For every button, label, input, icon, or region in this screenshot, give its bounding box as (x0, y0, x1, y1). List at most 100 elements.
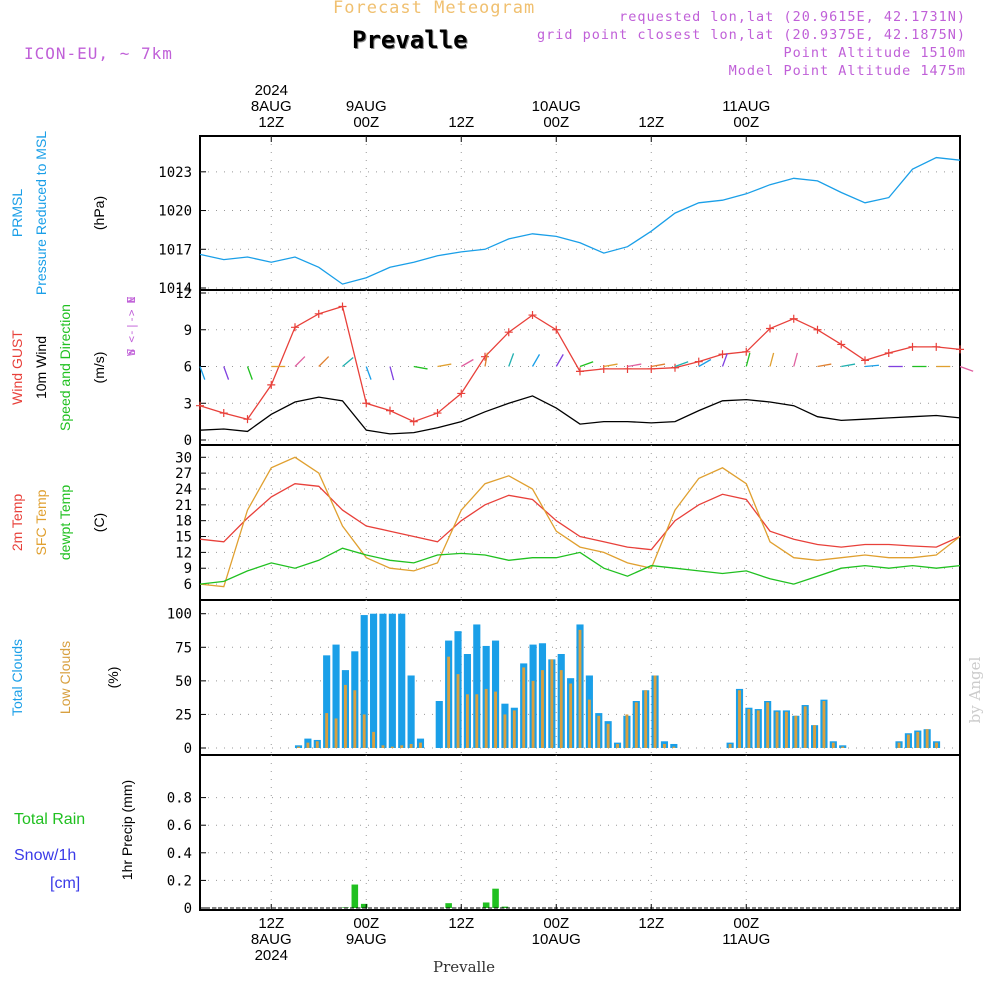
point-altitude: Point Altitude 1510m (783, 45, 966, 61)
low-cloud-bar (409, 743, 413, 748)
ytick-label-temperature: 27 (175, 466, 192, 482)
low-cloud-bar (334, 718, 338, 748)
low-cloud-bar (925, 729, 929, 748)
ytick-label-pressure: 1023 (158, 165, 192, 181)
low-cloud-bar (362, 714, 366, 748)
ytick-label-temperature: 24 (175, 482, 192, 498)
wind-arrow (531, 354, 541, 367)
low-cloud-bar (503, 714, 507, 748)
low-cloud-bar (747, 709, 751, 748)
top-time-label: 2024 (255, 82, 288, 99)
wind-arrow (793, 352, 799, 367)
low-cloud-bar (916, 731, 920, 748)
low-cloud-bar (297, 746, 300, 748)
gust-point (766, 324, 774, 333)
low-cloud-bar (578, 629, 582, 748)
gust-point (576, 367, 584, 376)
low-cloud-bar (475, 694, 479, 748)
ytick-label-precip: 0.2 (167, 873, 192, 889)
gust-point (552, 325, 561, 334)
wind-arrow (460, 358, 474, 368)
low-cloud-bar (541, 670, 544, 748)
legend-snow-unit: [cm] (50, 875, 80, 892)
low-cloud-bar (344, 684, 347, 748)
rain-bar (360, 903, 368, 908)
total-cloud-bar (379, 613, 387, 748)
ytick-label-temperature: 18 (175, 514, 192, 530)
top-time-label: 00Z (733, 114, 759, 131)
low-cloud-bar (672, 746, 676, 748)
series-line-temperature-1 (199, 456, 961, 588)
bottom-time-label: 12Z (258, 915, 284, 932)
low-cloud-bar (494, 691, 497, 748)
gust-point (813, 325, 822, 334)
total-cloud-bar (407, 675, 415, 748)
panel-frame-temperature (199, 444, 961, 601)
series-line-pressure-0 (199, 156, 961, 285)
total-cloud-bar (473, 624, 481, 748)
ylabel-clouds-0: Total Clouds (9, 639, 25, 716)
gust-point (884, 349, 893, 358)
ylabel-wind-1: 10m Wind (33, 336, 49, 399)
total-cloud-bar (370, 613, 378, 748)
ytick-label-clouds: 100 (167, 607, 192, 623)
wind-arrow (651, 363, 666, 368)
wind-arrow (199, 366, 206, 380)
rain-bar (445, 903, 452, 908)
ytick-label-precip: 0.4 (167, 846, 192, 862)
low-cloud-bar (756, 710, 760, 748)
ytick-label-precip: 0 (184, 901, 192, 917)
gust-point (362, 399, 371, 408)
ytick-label-clouds: 75 (175, 640, 192, 656)
low-cloud-bar (456, 674, 460, 748)
gust-point (528, 311, 537, 320)
wind-arrow (484, 352, 489, 367)
unit-temperature: (C) (91, 513, 107, 532)
low-cloud-bar (306, 742, 310, 748)
bottom-time-label: 00Z (353, 915, 379, 932)
unit-pressure: (hPa) (91, 196, 107, 230)
ylabel-temperature-2: dewpt Temp (57, 485, 73, 560)
series-line-temperature-2 (199, 547, 961, 585)
ytick-label-temperature: 21 (175, 498, 192, 514)
ytick-label-wind: 0 (184, 433, 192, 449)
ylabel-temperature-0: 2m Temp (9, 494, 25, 552)
top-title: Forecast Meteogram (333, 0, 536, 18)
gust-point (267, 380, 276, 389)
low-cloud-bar (906, 734, 910, 748)
low-cloud-bar (512, 710, 516, 748)
low-cloud-bar (606, 723, 610, 748)
bottom-time-label: 9AUG (346, 931, 387, 948)
ytick-label-precip: 0.8 (167, 791, 192, 807)
wind-arrow (437, 363, 452, 368)
ylabel-wind-0: Wind GUST (9, 330, 25, 405)
low-cloud-bar (634, 702, 638, 748)
panel-frame-precip (199, 754, 961, 911)
low-cloud-bar (897, 742, 901, 748)
wind-arrow (769, 352, 775, 367)
gust-point (386, 406, 394, 415)
ytick-label-clouds: 25 (175, 707, 192, 723)
gust-point (504, 328, 513, 337)
low-cloud-bar (784, 711, 788, 748)
low-cloud-bar (587, 699, 591, 748)
unit-clouds: (%) (105, 667, 121, 689)
compass-s: S (125, 349, 138, 356)
bottom-time-label: 00Z (543, 915, 569, 932)
low-cloud-bar (663, 743, 666, 748)
unit-wind: (m/s) (91, 352, 107, 384)
ytick-label-temperature: 6 (184, 577, 192, 593)
low-cloud-bar (315, 741, 319, 748)
low-cloud-bar (522, 667, 526, 748)
low-cloud-bar (822, 701, 826, 748)
ylabel-temperature-1: SFC Temp (33, 489, 49, 555)
total-cloud-bar (839, 745, 847, 748)
top-time-label: 11AUG (722, 98, 770, 115)
low-cloud-bar (625, 714, 629, 748)
wind-arrow (389, 366, 395, 381)
wind-arrow (959, 365, 974, 372)
series-line-wind-1 (199, 395, 961, 435)
series-line-temperature-0 (199, 483, 961, 551)
gust-point (196, 401, 204, 410)
top-time-label: 10AUG (532, 98, 581, 115)
